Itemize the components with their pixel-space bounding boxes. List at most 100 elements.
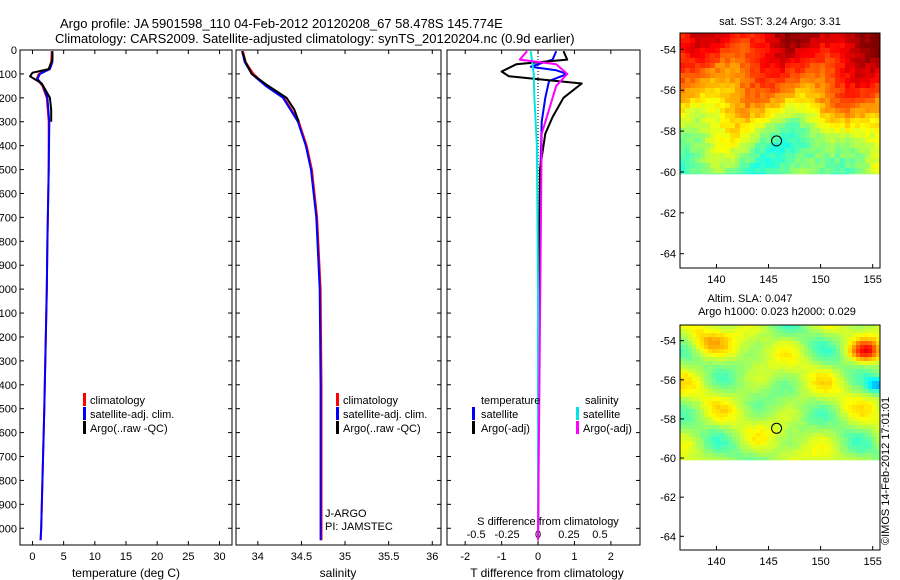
heatmap-cell (728, 445, 733, 450)
heatmap-cell (725, 93, 731, 99)
heatmap-cell (760, 449, 765, 454)
heatmap-cell (764, 369, 769, 374)
heatmap-cell (730, 168, 736, 174)
heatmap-cell (756, 337, 761, 342)
heatmap-cell (760, 98, 766, 104)
heatmap-cell (740, 38, 746, 44)
heatmap-cell (780, 173, 786, 175)
heatmap-cell (800, 377, 805, 382)
heatmap-cell (840, 345, 845, 350)
heatmap-cell (755, 173, 761, 175)
heatmap-cell (710, 33, 716, 39)
heatmap-cell (796, 389, 801, 394)
heatmap-cell (712, 393, 717, 398)
lat-tick-label: -54 (660, 336, 676, 348)
heatmap-cell (876, 381, 881, 386)
heatmap-cell (705, 93, 711, 99)
heatmap-cell (868, 369, 873, 374)
heatmap-cell (820, 449, 825, 454)
heatmap-cell (725, 138, 731, 144)
heatmap-cell (828, 437, 833, 442)
heatmap-cell (840, 73, 846, 79)
heatmap-cell (695, 83, 701, 89)
heatmap-cell (832, 361, 837, 366)
heatmap-cell (852, 433, 857, 438)
heatmap-cell (695, 98, 701, 104)
heatmap-cell (764, 333, 769, 338)
heatmap-cell (704, 429, 709, 434)
heatmap-cell (685, 113, 691, 119)
heatmap-cell (825, 58, 831, 64)
heatmap-cell (848, 373, 853, 378)
heatmap-cell (810, 138, 816, 144)
heatmap-cell (692, 401, 697, 406)
heatmap-cell (760, 68, 766, 74)
heatmap-cell (685, 128, 691, 134)
heatmap-cell (835, 173, 841, 175)
sst-map-panel: sat. SST: 3.24 Argo: 3.31 140 145 150 155-5… (660, 16, 882, 286)
heatmap-cell (840, 433, 845, 438)
heatmap-cell (796, 337, 801, 342)
heatmap-cell (804, 413, 809, 418)
heatmap-cell (704, 425, 709, 430)
heatmap-cell (800, 118, 806, 124)
heatmap-cell (772, 341, 777, 346)
heatmap-cell (720, 381, 725, 386)
heatmap-cell (870, 88, 876, 94)
heatmap-cell (696, 393, 701, 398)
heatmap-cell (864, 361, 869, 366)
heatmap-cell (770, 113, 776, 119)
heatmap-cell (704, 385, 709, 390)
heatmap-cell (792, 329, 797, 334)
heatmap-cell (704, 409, 709, 414)
heatmap-cell (832, 417, 837, 422)
lon-tick-label: 150 (811, 274, 829, 286)
heatmap-cell (680, 93, 686, 99)
heatmap-cell (845, 118, 851, 124)
heatmap-cell (772, 337, 777, 342)
heatmap-cell (810, 133, 816, 139)
heatmap-cell (780, 373, 785, 378)
heatmap-cell (870, 83, 876, 89)
heatmap-cell (788, 441, 793, 446)
heatmap-cell (796, 421, 801, 426)
heatmap-cell (860, 138, 866, 144)
heatmap-cell (824, 401, 829, 406)
depth-tick-label: 400 (0, 141, 17, 153)
heatmap-cell (836, 449, 841, 454)
lon-tick-label: 150 (811, 556, 829, 568)
heatmap-cell (735, 163, 741, 169)
heatmap-cell (865, 148, 871, 154)
heatmap-cell (704, 445, 709, 450)
heatmap-cell (835, 128, 841, 134)
heatmap-cell (764, 437, 769, 442)
heatmap-cell (735, 68, 741, 74)
heatmap-cell (792, 401, 797, 406)
heatmap-cell (864, 417, 869, 422)
heatmap-cell (784, 381, 789, 386)
heatmap-cell (688, 357, 693, 362)
heatmap-cell (768, 329, 773, 334)
heatmap-cell (725, 108, 731, 114)
heatmap-cell (696, 453, 701, 458)
heatmap-cell (856, 409, 861, 414)
heatmap-cell (796, 425, 801, 430)
heatmap-cell (736, 449, 741, 454)
heatmap-cell (736, 437, 741, 442)
heatmap-cell (745, 138, 751, 144)
heatmap-cell (725, 78, 731, 84)
heatmap-cell (832, 333, 837, 338)
heatmap-cell (744, 341, 749, 346)
heatmap-cell (684, 437, 689, 442)
heatmap-cell (796, 381, 801, 386)
heatmap-cell (730, 113, 736, 119)
heatmap-cell (716, 361, 721, 366)
heatmap-cell (680, 73, 686, 79)
heatmap-cell (768, 353, 773, 358)
heatmap-cell (875, 63, 881, 69)
heatmap-cell (810, 98, 816, 104)
heatmap-cell (820, 385, 825, 390)
heatmap-cell (684, 365, 689, 370)
heatmap-cell (844, 433, 849, 438)
heatmap-cell (680, 369, 685, 374)
